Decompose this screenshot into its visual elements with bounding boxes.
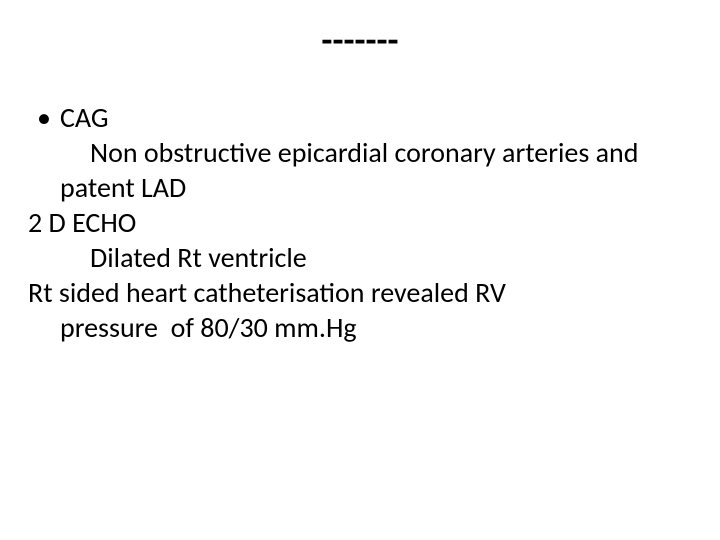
text-cath: Rt sided heart catheterisation revealed … [28, 275, 680, 345]
cag-detail-text: Non obstructive epicardial coronary arte… [60, 135, 638, 205]
bullet-text-cag: CAG [60, 100, 680, 135]
bullet-dot: • [28, 100, 60, 135]
bullet-item-cag: • CAG [28, 100, 680, 135]
echo-detail-text: Dilated Rt ventricle [90, 240, 307, 275]
text-echo: 2 D ECHO [28, 205, 680, 240]
slide-title: ------- [0, 0, 720, 72]
text-cag-detail: Non obstructive epicardial coronary arte… [28, 135, 680, 205]
slide-content: • CAG Non obstructive epicardial coronar… [0, 72, 720, 345]
text-echo-detail: Dilated Rt ventricle [28, 240, 680, 275]
